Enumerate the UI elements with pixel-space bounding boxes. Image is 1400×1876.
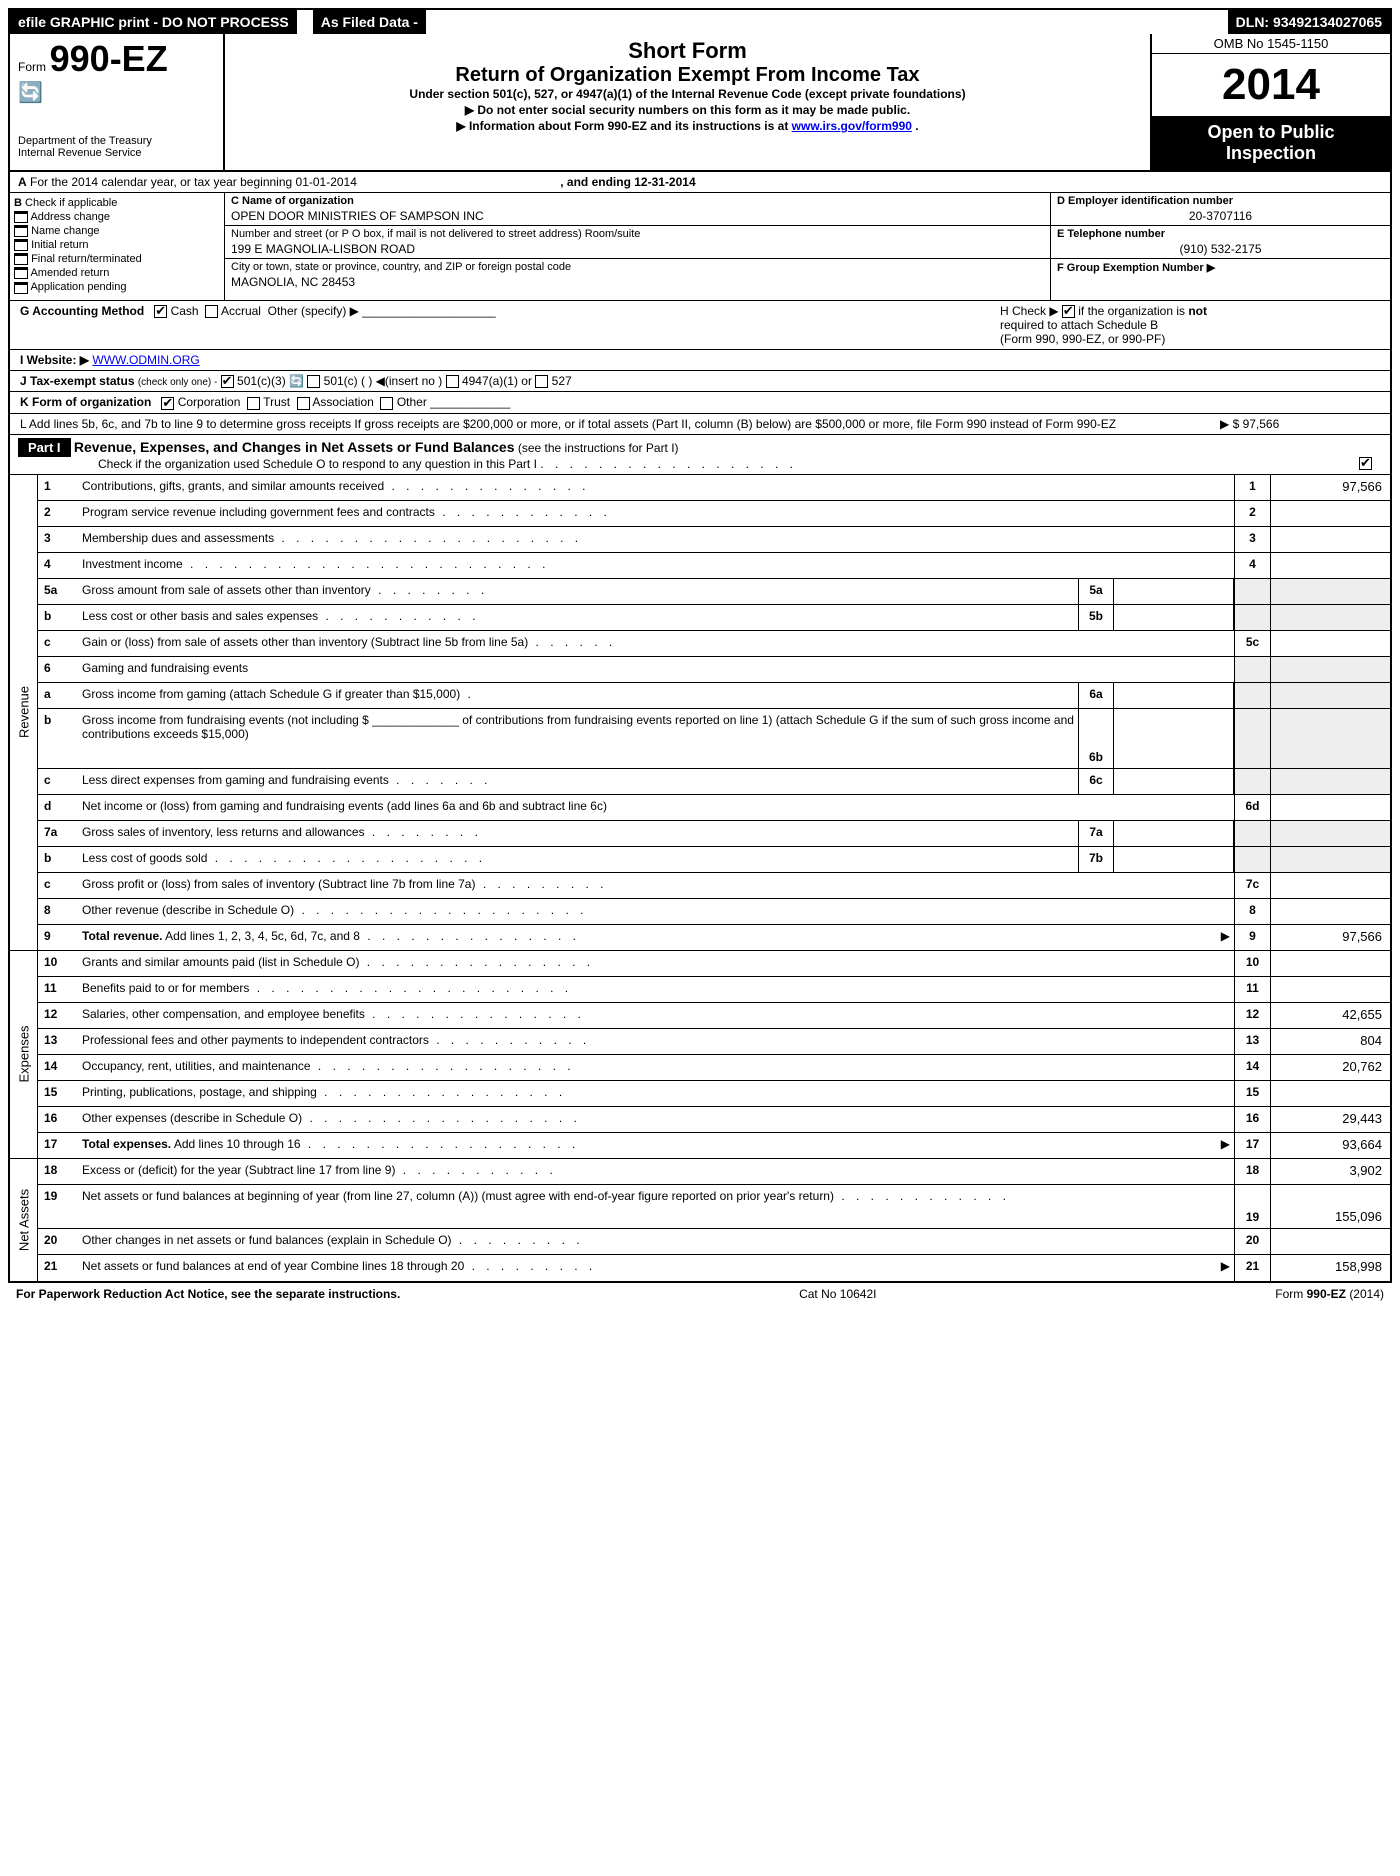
open-public: Open to Public Inspection [1152,116,1390,170]
expenses-section: Expenses 10Grants and similar amounts pa… [10,951,1390,1159]
as-filed-label: As Filed Data - [313,10,426,34]
website-link[interactable]: WWW.ODMIN.ORG [92,353,199,367]
tax-year: 2014 [1152,54,1390,116]
cat-no: Cat No 10642I [400,1287,1275,1301]
row-j: J Tax-exempt status (check only one) - 5… [10,371,1390,392]
header-center: Short Form Return of Organization Exempt… [225,34,1150,170]
col-def: D Employer identification number 20-3707… [1050,193,1390,300]
section-bcdef: B Check if applicable Address change Nam… [10,193,1390,301]
chk-501c3[interactable] [221,375,234,388]
chk-initial-return[interactable] [14,239,28,251]
notice-info: ▶ Information about Form 990-EZ and its … [237,119,1138,133]
footer: For Paperwork Reduction Act Notice, see … [8,1283,1392,1305]
part1-badge: Part I [18,438,71,457]
efile-label: efile GRAPHIC print - DO NOT PROCESS [10,10,297,34]
chk-cash[interactable] [154,305,167,318]
row-i: I Website: ▶ WWW.ODMIN.ORG [10,350,1390,371]
form-990ez: efile GRAPHIC print - DO NOT PROCESS As … [8,8,1392,1283]
val-12: 42,655 [1270,1003,1390,1028]
revenue-section: Revenue 1Contributions, gifts, grants, a… [10,475,1390,951]
row-k: K Form of organization Corporation Trust… [10,392,1390,413]
val-17: 93,664 [1270,1133,1390,1158]
dept-treasury: Department of the Treasury [18,135,215,147]
chk-name-change[interactable] [14,225,28,237]
ein: 20-3707116 [1057,209,1384,223]
chk-accrual[interactable] [205,305,218,318]
val-19: 155,096 [1270,1185,1390,1228]
chk-527[interactable] [535,375,548,388]
chk-schedule-o[interactable] [1359,457,1372,470]
chk-schedule-b[interactable] [1062,305,1075,318]
main-title: Return of Organization Exempt From Incom… [237,64,1138,87]
gross-receipts: ▶ $ 97,566 [1200,417,1380,431]
omb-number: OMB No 1545-1150 [1152,34,1390,54]
val-13: 804 [1270,1029,1390,1054]
val-1: 97,566 [1270,475,1390,500]
subtitle: Under section 501(c), 527, or 4947(a)(1)… [237,87,1138,101]
row-a: A For the 2014 calendar year, or tax yea… [10,172,1390,193]
netassets-section: Net Assets 18Excess or (deficit) for the… [10,1159,1390,1281]
chk-amended-return[interactable] [14,267,28,279]
irs-link[interactable]: www.irs.gov/form990 [792,119,912,133]
chk-4947[interactable] [446,375,459,388]
chk-application-pending[interactable] [14,282,28,294]
short-form-label: Short Form [237,38,1138,64]
dln: DLN: 93492134027065 [1228,10,1390,34]
org-name: OPEN DOOR MINISTRIES OF SAMPSON INC [231,209,1044,223]
chk-501c[interactable] [307,375,320,388]
dept-irs: Internal Revenue Service [18,147,215,159]
form-number: 990-EZ [50,38,168,79]
val-14: 20,762 [1270,1055,1390,1080]
val-21: 158,998 [1270,1255,1390,1281]
col-b: B Check if applicable Address change Nam… [10,193,225,300]
chk-corporation[interactable] [161,397,174,410]
val-9: 97,566 [1270,925,1390,950]
part1-header-row: Part I Revenue, Expenses, and Changes in… [10,435,1390,475]
telephone: (910) 532-2175 [1057,242,1384,256]
chk-trust[interactable] [247,397,260,410]
top-bar: efile GRAPHIC print - DO NOT PROCESS As … [10,10,1390,34]
header-left: Form 990-EZ 🔄 Department of the Treasury… [10,34,225,170]
chk-address-change[interactable] [14,211,28,223]
header-right: OMB No 1545-1150 2014 Open to Public Ins… [1150,34,1390,170]
chk-final-return[interactable] [14,253,28,265]
org-street: 199 E MAGNOLIA-LISBON ROAD [231,242,1044,256]
org-city: MAGNOLIA, NC 28453 [231,275,1044,289]
row-l: L Add lines 5b, 6c, and 7b to line 9 to … [10,414,1390,435]
row-gh: G Accounting Method Cash Accrual Other (… [10,301,1390,350]
chk-other-org[interactable] [380,397,393,410]
val-18: 3,902 [1270,1159,1390,1184]
val-16: 29,443 [1270,1107,1390,1132]
col-c: C Name of organization OPEN DOOR MINISTR… [225,193,1050,300]
chk-association[interactable] [297,397,310,410]
notice-ssn: ▶ Do not enter social security numbers o… [237,103,1138,117]
form-header: Form 990-EZ 🔄 Department of the Treasury… [10,34,1390,172]
section-h: H Check ▶ if the organization is not req… [980,304,1380,346]
